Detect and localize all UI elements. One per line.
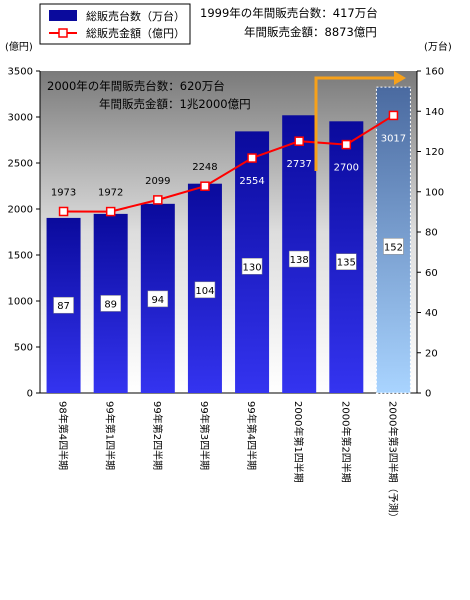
category-label: 2000年第3四半期（予測） (386, 401, 399, 523)
bar-value-box (53, 296, 74, 314)
bar-value-box (383, 238, 404, 255)
amount-value-label: 1973 (51, 187, 76, 198)
amount-value-label: 3017 (381, 133, 406, 144)
legend-bar-label: 総販売台数（万台） (86, 9, 185, 23)
bar-value-box (241, 258, 263, 275)
category-labels: 98年第4四半期 99年第1四半期 99年第2四半期 99年第3四半期 99年第4四半期… (57, 401, 400, 523)
line-series: 1973 1972 2099 2248 2554 2737 2700 3017 (51, 110, 406, 217)
bar-value-box (336, 253, 357, 270)
right-tick-label: 60 (425, 268, 438, 279)
bar-value-box (100, 295, 121, 312)
note-1999-line2: 年間販売金額：8873億円 (244, 25, 377, 39)
bar-value-label: 87 (57, 301, 70, 312)
amount-value-label: 2554 (239, 176, 264, 187)
right-tick-label: 0 (425, 389, 431, 400)
category-label: 99年第2四半期 (151, 401, 164, 470)
left-axis-ticks: 0 500 1000 1500 2000 2500 3000 3500 (8, 67, 40, 400)
amount-point (341, 139, 352, 150)
right-tick-label: 120 (425, 147, 444, 158)
category-label: 2000年第2四半期 (339, 401, 352, 483)
left-tick-label: 2500 (8, 159, 33, 170)
right-tick-label: 100 (425, 187, 444, 198)
bar-value-label: 138 (290, 255, 309, 266)
amount-value-label: 1972 (98, 188, 123, 199)
amount-point (388, 110, 399, 121)
right-tick-label: 40 (425, 308, 438, 319)
note-1999-line1: 1999年の年間販売台数：417万台 (200, 6, 378, 20)
amount-value-label: 2248 (192, 162, 217, 173)
category-label: 2000年第1四半期 (292, 401, 305, 483)
category-label: 99年第4四半期 (245, 401, 258, 470)
right-tick-label: 160 (425, 67, 444, 78)
left-tick-label: 2000 (8, 205, 33, 216)
left-tick-label: 0 (27, 389, 33, 400)
bar-value-box (147, 290, 169, 308)
amount-point (153, 195, 163, 205)
left-tick-label: 1000 (8, 297, 33, 308)
amount-point (58, 206, 69, 217)
amount-line (63, 114, 394, 213)
bar-value-label: 135 (337, 258, 356, 269)
left-tick-label: 3000 (8, 113, 33, 124)
category-label: 99年第3四半期 (198, 401, 211, 470)
amount-value-label: 2737 (286, 159, 311, 170)
right-axis-unit: (万台) (424, 40, 452, 53)
bar-value-box (194, 281, 216, 299)
left-axis-unit: (億円) (5, 40, 33, 53)
left-tick-label: 500 (14, 343, 33, 354)
left-tick-label: 3500 (8, 67, 33, 78)
bar-series: 87 89 94 104 130 138 135 152 (46, 86, 411, 394)
note-2000-line1: 2000年の年間販売台数：620万台 (47, 79, 225, 93)
forecast-arrow (314, 71, 406, 171)
amount-value-label: 2700 (334, 163, 359, 174)
bar-value-label: 89 (104, 299, 117, 310)
right-tick-label: 80 (425, 228, 438, 239)
right-tick-label: 20 (425, 348, 438, 359)
amount-point (247, 153, 257, 163)
amount-point (294, 136, 304, 146)
legend-bar-swatch (49, 10, 77, 21)
bar-value-box (288, 250, 310, 268)
amount-value-label: 2099 (145, 176, 170, 187)
bar-value-label: 94 (151, 295, 164, 306)
amount-point (105, 206, 116, 217)
category-label: 98年第4四半期 (57, 401, 70, 470)
right-axis-ticks: 0 20 40 60 80 100 120 140 160 (417, 67, 444, 400)
note-2000-line2: 年間販売金額：1兆2000億円 (99, 97, 251, 111)
bar-value-label: 130 (243, 262, 262, 273)
amount-point (200, 181, 210, 191)
bar-value-label: 152 (384, 242, 403, 253)
legend-line-label: 総販売金額（億円） (86, 26, 185, 40)
left-tick-label: 1500 (8, 251, 33, 262)
bar-value-label: 104 (195, 286, 214, 297)
category-label: 99年第1四半期 (104, 401, 117, 470)
legend: 総販売台数（万台） 総販売金額（億円） (39, 3, 191, 45)
right-tick-label: 140 (425, 107, 444, 118)
